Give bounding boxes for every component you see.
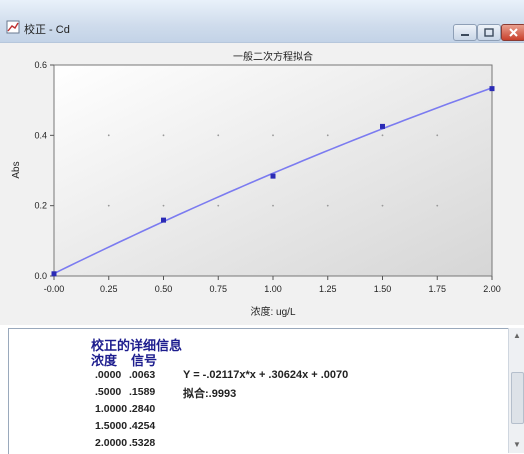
maximize-icon — [484, 28, 494, 37]
grid-dot — [436, 204, 439, 207]
concentration-cell: .5000 — [95, 386, 122, 398]
axis-ticks: -0.00 0.25 0.50 0.75 1.00 1.25 1.50 1.75 2.00 0.0… — [34, 60, 500, 294]
concentration-cell: 1.5000 — [95, 420, 128, 432]
close-icon — [509, 28, 518, 37]
x-tick-label: -0.00 — [44, 284, 65, 294]
calibration-chart: -0.00 0.25 0.50 0.75 1.00 1.25 1.50 1.75 2.00 0.0… — [11, 50, 501, 318]
grid-dot — [162, 134, 165, 137]
grid-dot — [217, 204, 220, 207]
grid-dot — [107, 204, 110, 207]
concentration-cell: 1.0000 — [95, 403, 128, 415]
chart-app-icon — [6, 20, 20, 34]
data-point — [51, 271, 57, 277]
data-point — [161, 217, 166, 223]
grid-dot — [381, 134, 384, 137]
grid-dot — [162, 204, 165, 207]
scroll-up-icon[interactable]: ▲ — [513, 331, 521, 340]
title-bar[interactable]: 校正 - Cd — [0, 0, 524, 43]
signal-cell: .5328 — [129, 437, 156, 449]
grid-dot — [326, 134, 329, 137]
grid — [107, 134, 439, 207]
data-point — [380, 123, 385, 129]
minimize-icon — [461, 34, 469, 36]
scroll-thumb[interactable] — [511, 372, 524, 424]
chart-title: 一般二次方程拟合 — [233, 50, 313, 63]
calibration-details-panel: 校正的详细信息 浓度 信号 .0000 .0063 .5000 .1589 1.… — [8, 328, 509, 454]
x-tick-label: 2.00 — [483, 284, 501, 294]
y-tick-label: 0.6 — [34, 60, 47, 70]
signal-header: 信号 — [131, 353, 158, 368]
grid-dot — [326, 204, 329, 207]
chart-panel: -0.00 0.25 0.50 0.75 1.00 1.25 1.50 1.75 2.00 0.0… — [0, 43, 524, 325]
window-title: 校正 - Cd — [24, 24, 70, 36]
close-button[interactable] — [501, 24, 524, 41]
x-tick-label: 0.75 — [209, 284, 227, 294]
signal-cell: .2840 — [129, 403, 156, 415]
data-points — [51, 86, 495, 277]
concentration-cell: 2.0000 — [95, 437, 128, 449]
signal-cell: .1589 — [129, 386, 156, 398]
y-axis-label: Abs — [11, 161, 22, 178]
grid-dot — [272, 204, 274, 207]
details-title: 校正的详细信息 — [91, 338, 183, 353]
x-tick-label: 0.50 — [155, 284, 173, 294]
maximize-button[interactable] — [477, 24, 501, 41]
x-tick-label: 1.25 — [319, 284, 337, 294]
plot-area — [53, 64, 493, 277]
grid-dot — [217, 134, 220, 137]
x-tick-label: 1.75 — [428, 284, 446, 294]
grid-dot — [107, 134, 110, 137]
data-point — [270, 173, 276, 179]
y-tick-label: 0.4 — [34, 130, 47, 140]
regression-equation: Y = -.02117x*x + .30624x + .0070 — [183, 369, 349, 381]
grid-dot — [381, 204, 384, 207]
x-tick-label: 1.00 — [264, 284, 282, 294]
fit-coefficient: 拟合:.9993 — [183, 388, 237, 400]
fit-curve — [53, 87, 493, 275]
y-tick-label: 0.2 — [34, 201, 47, 211]
x-tick-label: 1.50 — [374, 284, 392, 294]
minimize-button[interactable] — [453, 24, 477, 41]
concentration-header: 浓度 — [91, 353, 118, 368]
y-tick-label: 0.0 — [34, 271, 47, 281]
details-scrollbar[interactable]: ▲ ▼ — [508, 328, 524, 453]
grid-dot — [272, 134, 274, 137]
x-tick-label: 0.25 — [100, 284, 118, 294]
scroll-down-icon[interactable]: ▼ — [513, 440, 521, 449]
grid-dot — [436, 134, 439, 137]
signal-cell: .0063 — [129, 369, 156, 381]
x-axis-label: 浓度: ug/L — [250, 305, 295, 318]
data-point — [489, 86, 495, 92]
signal-cell: .4254 — [129, 420, 156, 432]
concentration-cell: .0000 — [95, 369, 122, 381]
